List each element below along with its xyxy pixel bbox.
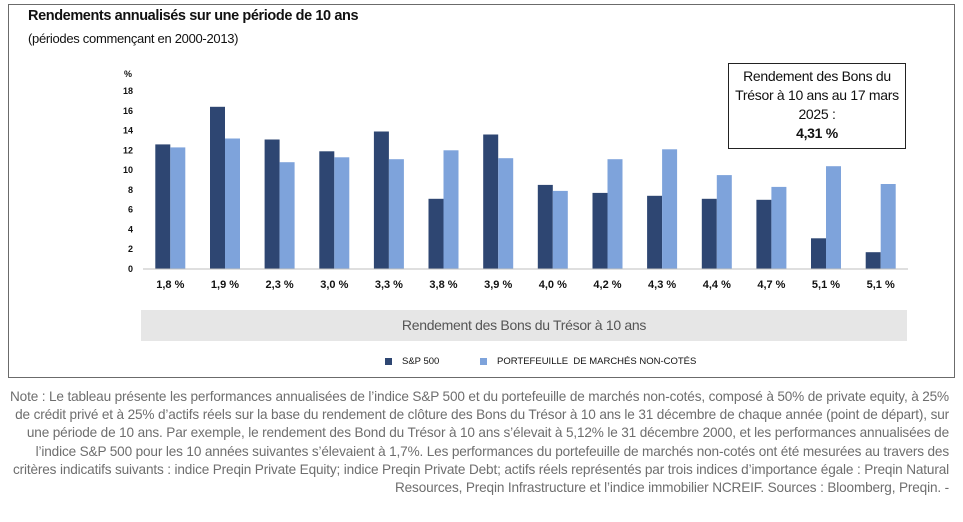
legend-label-sp500: S&P 500 — [402, 356, 440, 367]
chart-subtitle: (périodes commençant en 2000-2013) — [28, 31, 239, 46]
bar-sp500-3 — [319, 151, 335, 269]
bar-private-markets-0 — [170, 147, 186, 269]
bar-private-markets-10 — [716, 175, 732, 269]
legend-swatch-sp500 — [385, 358, 392, 365]
callout-text: Rendement des Bons du Trésor à 10 ans au… — [735, 68, 899, 122]
x-tick-label: 3,0 % — [320, 279, 348, 291]
legend-label-private-markets: PORTEFEUILLE DE MARCHÉS NON-COTÉS — [497, 356, 697, 367]
x-tick-label: 4,0 % — [539, 279, 567, 291]
y-tick-label: 16 — [123, 106, 133, 116]
bar-private-markets-5 — [443, 150, 459, 269]
x-tick-label: 5,1 % — [867, 279, 895, 291]
bar-sp500-5 — [428, 198, 444, 269]
y-tick-label: 6 — [128, 205, 133, 215]
x-tick-label: 3,8 % — [429, 279, 457, 291]
x-tick-label: 3,3 % — [375, 279, 403, 291]
y-tick-label: 0 — [128, 264, 133, 274]
callout-value: 4,31 % — [796, 125, 838, 141]
footnote: Note : Le tableau présente les performan… — [10, 389, 949, 496]
bar-private-markets-9 — [662, 149, 678, 269]
bar-private-markets-6 — [498, 158, 514, 269]
bars — [155, 106, 896, 269]
bar-sp500-6 — [483, 134, 499, 269]
x-tick-label: 5,1 % — [812, 279, 840, 291]
treasury-yield-callout: Rendement des Bons du Trésor à 10 ans au… — [728, 63, 906, 149]
x-tick-label: 3,9 % — [484, 279, 512, 291]
x-tick-label: 4,3 % — [648, 279, 676, 291]
bar-private-markets-4 — [388, 159, 404, 269]
bar-private-markets-1 — [225, 138, 240, 269]
bar-sp500-1 — [210, 106, 225, 269]
bar-private-markets-12 — [826, 166, 841, 269]
bar-sp500-7 — [537, 184, 553, 269]
bar-private-markets-3 — [334, 157, 350, 269]
bar-sp500-2 — [264, 139, 280, 269]
bar-sp500-8 — [592, 192, 608, 269]
y-tick-label: 8 — [128, 185, 133, 195]
y-tick-label: 2 — [128, 244, 133, 254]
bar-private-markets-2 — [279, 162, 295, 269]
bar-sp500-4 — [373, 131, 389, 269]
y-tick-label: 10 — [123, 165, 133, 175]
y-tick-label: 14 — [123, 126, 133, 136]
y-axis-ticks: 0 2 4 6 8 10 12 14 16 18 — [123, 86, 133, 274]
x-tick-label: 4,4 % — [703, 279, 731, 291]
bar-private-markets-8 — [607, 159, 623, 269]
x-tick-label: 4,7 % — [757, 279, 785, 291]
legend-item-sp500: S&P 500 — [385, 356, 439, 367]
x-axis-title-band: Rendement des Bons du Trésor à 10 ans — [141, 310, 907, 341]
bar-private-markets-11 — [771, 186, 787, 269]
legend-item-private-markets: PORTEFEUILLE DE MARCHÉS NON-COTÉS — [480, 356, 696, 367]
y-tick-label: 12 — [123, 145, 133, 155]
y-tick-label: 4 — [128, 224, 133, 234]
chart-title: Rendements annualisés sur une période de… — [28, 8, 359, 24]
bar-chart: % 0 2 4 6 8 10 12 14 16 18 1,8 % 1,9 % 2,3 % 3,0 % 3,… — [123, 69, 908, 291]
bar-sp500-11 — [756, 199, 772, 269]
bar-sp500-9 — [647, 195, 663, 269]
bar-private-markets-13 — [880, 184, 896, 269]
bar-sp500-0 — [155, 144, 171, 269]
x-tick-label: 2,3 % — [266, 279, 294, 291]
bar-sp500-10 — [701, 198, 717, 269]
x-tick-label: 1,8 % — [156, 279, 184, 291]
x-axis-tick-labels: 1,8 % 1,9 % 2,3 % 3,0 % 3,3 % 3,8 % 3,9 % 4,0 %… — [156, 279, 895, 291]
bar-private-markets-7 — [552, 190, 568, 269]
y-axis-unit: % — [124, 69, 132, 79]
bar-sp500-13 — [865, 252, 881, 269]
legend-swatch-private-markets — [480, 358, 487, 365]
bar-sp500-12 — [811, 238, 826, 269]
x-tick-label: 1,9 % — [211, 279, 239, 291]
x-tick-label: 4,2 % — [593, 279, 621, 291]
chart-frame — [8, 4, 955, 378]
y-tick-label: 18 — [123, 86, 133, 96]
